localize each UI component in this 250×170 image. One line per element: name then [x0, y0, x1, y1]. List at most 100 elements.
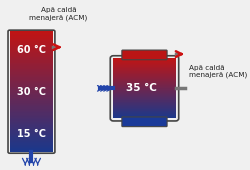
Bar — [113, 71, 176, 72]
Bar — [10, 136, 53, 137]
Bar — [10, 143, 53, 145]
Bar — [10, 101, 53, 103]
Bar — [10, 103, 53, 104]
Bar — [10, 106, 53, 107]
Bar — [10, 142, 53, 143]
Bar — [10, 40, 53, 41]
Bar — [10, 116, 53, 117]
Bar — [10, 44, 53, 45]
Text: 15 °C: 15 °C — [17, 129, 46, 139]
Bar — [113, 105, 176, 106]
Bar — [10, 97, 53, 98]
Bar — [113, 87, 176, 88]
Bar — [10, 33, 53, 34]
Bar — [113, 96, 176, 97]
Bar — [113, 67, 176, 68]
Bar — [113, 97, 176, 98]
Bar — [10, 137, 53, 139]
Text: 35 °C: 35 °C — [126, 83, 157, 93]
Bar — [10, 58, 53, 59]
Bar — [113, 117, 176, 118]
Bar — [10, 124, 53, 125]
Bar — [10, 77, 53, 78]
Text: Apă caldă
menajeră (ACM): Apă caldă menajeră (ACM) — [189, 65, 247, 78]
Bar — [113, 115, 176, 116]
Bar — [10, 122, 53, 123]
Bar — [113, 77, 176, 78]
Bar — [10, 121, 53, 122]
Bar — [113, 66, 176, 67]
Bar — [10, 140, 53, 141]
Bar — [10, 83, 53, 84]
Bar — [10, 127, 53, 128]
Bar — [113, 84, 176, 85]
Bar — [10, 38, 53, 39]
Bar — [10, 117, 53, 118]
Bar — [10, 105, 53, 106]
Bar — [10, 93, 53, 94]
Bar — [10, 81, 53, 82]
Bar — [10, 75, 53, 76]
Bar — [10, 112, 53, 113]
Bar — [10, 39, 53, 40]
Bar — [10, 71, 53, 72]
Bar — [10, 41, 53, 42]
Bar — [10, 88, 53, 89]
Bar — [10, 82, 53, 83]
Bar — [10, 149, 53, 151]
Bar — [113, 93, 176, 94]
Bar — [10, 66, 53, 68]
Bar — [10, 65, 53, 66]
Bar — [10, 53, 53, 54]
Bar — [113, 103, 176, 104]
Bar — [10, 56, 53, 57]
Bar — [113, 102, 176, 103]
Bar — [10, 118, 53, 119]
Bar — [10, 89, 53, 90]
Bar — [10, 78, 53, 80]
Bar — [113, 72, 176, 73]
Bar — [10, 110, 53, 111]
Bar — [113, 82, 176, 83]
Bar — [10, 130, 53, 131]
Bar — [113, 76, 176, 77]
Bar — [10, 36, 53, 38]
Bar — [113, 100, 176, 101]
Bar — [113, 98, 176, 99]
Bar — [10, 34, 53, 35]
Bar — [113, 108, 176, 109]
Bar — [10, 125, 53, 127]
Bar — [10, 128, 53, 129]
Bar — [113, 61, 176, 62]
Bar — [10, 113, 53, 115]
Bar — [10, 107, 53, 108]
Bar — [113, 68, 176, 69]
Bar — [113, 90, 176, 91]
Bar — [113, 58, 176, 59]
Bar — [113, 111, 176, 112]
Bar — [10, 129, 53, 130]
Bar — [10, 119, 53, 121]
Bar — [10, 72, 53, 74]
Bar — [113, 74, 176, 75]
Bar — [113, 64, 176, 65]
Bar — [10, 131, 53, 133]
Bar — [10, 151, 53, 152]
Bar — [10, 35, 53, 36]
Bar — [113, 92, 176, 93]
Bar — [113, 109, 176, 110]
Bar — [10, 57, 53, 58]
Bar — [10, 98, 53, 99]
Text: 60 °C: 60 °C — [17, 45, 46, 55]
Bar — [113, 94, 176, 95]
Bar — [113, 80, 176, 81]
Bar — [10, 64, 53, 65]
Bar — [10, 123, 53, 124]
Bar — [113, 83, 176, 84]
Bar — [113, 112, 176, 113]
Bar — [10, 48, 53, 49]
Bar — [113, 78, 176, 79]
Bar — [10, 84, 53, 86]
Bar — [10, 86, 53, 87]
Bar — [113, 75, 176, 76]
